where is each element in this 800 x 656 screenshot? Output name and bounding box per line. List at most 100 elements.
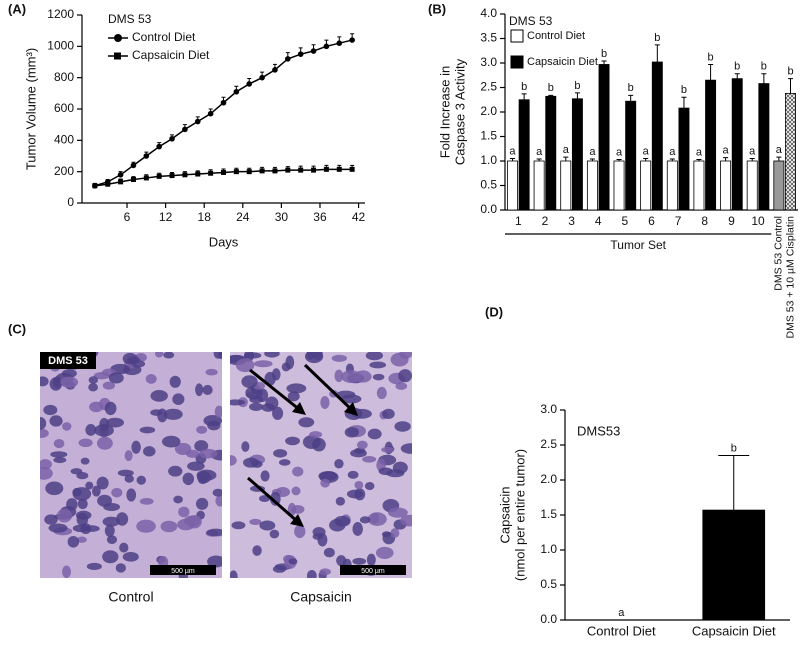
significance-letter: a: [616, 146, 623, 158]
significance-letter: a: [643, 145, 650, 157]
bar: [518, 99, 530, 211]
nucleus: [292, 466, 304, 477]
significance-letter: b: [708, 51, 714, 63]
nucleus: [241, 375, 258, 388]
nucleus: [241, 441, 250, 452]
error-bar: [669, 158, 675, 161]
nucleus: [230, 455, 237, 466]
nucleus: [96, 436, 113, 450]
nucleus: [40, 459, 52, 470]
arrows: [247, 363, 354, 524]
arrowheads: [290, 402, 358, 527]
x-tick-label: DMS 53 + 10 µM Cisplatin: [784, 216, 796, 339]
error-bar: [787, 78, 794, 94]
significance-letter: a: [563, 144, 570, 156]
marker: [336, 40, 343, 46]
nucleus: [392, 461, 408, 474]
significance-letter: a: [776, 144, 783, 156]
legend-label: Control Diet: [132, 30, 196, 44]
nucleus: [89, 401, 104, 413]
y-tick-label: 600: [54, 101, 74, 115]
nucleus: [66, 498, 78, 511]
nucleus: [145, 374, 157, 384]
nucleus: [62, 565, 72, 578]
caption: Capsaicin: [290, 589, 351, 605]
marker: [220, 99, 227, 106]
nucleus: [214, 405, 222, 418]
nucleus: [168, 465, 183, 477]
marker: [272, 67, 278, 73]
significance-letter: b: [731, 442, 737, 454]
nucleus: [261, 403, 275, 412]
nucleus: [196, 471, 212, 484]
nucleus: [334, 459, 344, 469]
significance-letter: a: [536, 146, 543, 158]
nucleus: [375, 546, 394, 559]
error-bar: [761, 73, 767, 84]
y-tick-label: 1.5: [480, 129, 497, 143]
nucleus: [366, 553, 376, 567]
nucleus: [309, 431, 323, 439]
error-bar: [749, 158, 755, 161]
marker: [323, 166, 329, 172]
x-tick-label: 36: [313, 210, 327, 224]
nucleus: [306, 569, 317, 578]
nucleus: [306, 352, 315, 360]
nucleus: [252, 545, 262, 556]
marker: [259, 168, 265, 174]
error-bar: [776, 156, 782, 161]
badge: [40, 352, 96, 369]
nucleus: [163, 352, 175, 359]
marker: [310, 48, 317, 54]
nucleus: [126, 488, 137, 502]
nucleus: [177, 518, 195, 531]
legend-swatch: [510, 29, 524, 43]
scale-label: 500 µm: [361, 568, 385, 575]
nucleus: [92, 485, 101, 497]
nucleus: [150, 390, 168, 402]
nucleus: [352, 557, 367, 565]
nucleus: [212, 488, 222, 497]
nucleus: [378, 467, 393, 476]
nucleus: [203, 414, 222, 427]
nucleus: [124, 450, 133, 462]
nucleus: [207, 555, 222, 568]
marker: [349, 166, 355, 172]
nucleus: [97, 494, 113, 507]
error-bar: [654, 44, 660, 63]
nucleus: [390, 528, 400, 538]
significance-letter: b: [548, 82, 554, 94]
nucleus: [291, 486, 301, 496]
bar: [720, 160, 732, 211]
nucleus: [341, 370, 361, 383]
significance-letter: a: [618, 607, 625, 619]
error-bar: [601, 60, 607, 65]
nucleus: [56, 508, 72, 523]
error-bar: [509, 158, 516, 161]
nucleus: [400, 514, 412, 527]
nucleus: [334, 369, 344, 383]
nucleus: [243, 457, 259, 468]
nucleus: [169, 375, 181, 388]
nucleus: [364, 482, 375, 491]
nucleus: [213, 352, 222, 359]
nucleus: [302, 435, 321, 449]
nucleus: [139, 497, 154, 505]
nucleus: [104, 524, 115, 537]
x-tick-label: 42: [352, 210, 366, 224]
nucleus: [381, 531, 392, 538]
nucleus: [362, 456, 377, 463]
nucleus: [85, 424, 97, 436]
marker: [130, 162, 137, 169]
nucleus: [312, 352, 323, 361]
nucleus: [88, 376, 99, 384]
nucleus: [50, 451, 68, 458]
nucleus: [202, 384, 213, 395]
error-bar: [723, 157, 729, 161]
nucleus: [163, 408, 183, 420]
y-axis-label: Caspase 3 Activity: [452, 58, 467, 165]
y-tick-label: 1200: [47, 7, 74, 21]
significance-letter: b: [521, 81, 527, 93]
significance-letter: b: [601, 48, 607, 60]
nucleus: [271, 368, 281, 381]
